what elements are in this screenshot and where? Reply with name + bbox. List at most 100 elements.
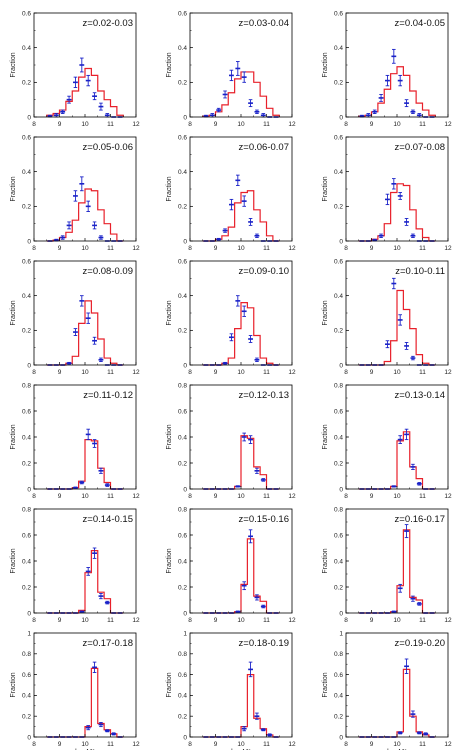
x-tick-label: 8	[32, 617, 36, 624]
x-tick-label: 11	[263, 245, 270, 252]
x-tick-label: 8	[188, 245, 192, 252]
y-tick-label: 0.4	[178, 434, 187, 441]
y-tick-label: 0.4	[334, 293, 343, 300]
panel-17: 00.20.40.60.8189101112Fractionlog M*z=0.…	[166, 630, 296, 750]
x-tick-label: 9	[370, 369, 374, 376]
panel-title: z=0.08-0.09	[83, 266, 133, 277]
x-tick-label: 11	[263, 121, 270, 128]
panel-8: 0 0.2 0.4 0.6 8 9 10 11 12 Fraction z=0.09-0.10	[166, 258, 296, 376]
y-tick-label: 0.8	[178, 651, 187, 658]
y-tick-label: 0.2	[178, 80, 187, 87]
x-tick-label: 11	[107, 369, 114, 376]
panel-title: z=0.13-0.14	[395, 390, 445, 401]
y-tick-label: 0.2	[22, 80, 31, 87]
y-tick-label: 0.8	[178, 506, 187, 513]
panel-12: 0 0.2 0.4 0.6 0.8 8 9 10 11 12 Fraction z=0.13-0.14	[322, 382, 452, 500]
y-tick-label: 0	[339, 114, 343, 121]
x-tick-label: 12	[132, 245, 140, 252]
x-tick-label: 10	[237, 369, 245, 376]
y-tick-label: 0.2	[178, 460, 187, 467]
y-tick-label: 0	[27, 610, 31, 617]
x-tick-label: 9	[58, 741, 62, 748]
x-tick-label: 9	[370, 493, 374, 500]
y-axis-label: Fraction	[322, 176, 329, 201]
y-axis-label: Fraction	[166, 52, 173, 77]
model-histogram	[202, 435, 280, 490]
x-tick-label: 9	[214, 617, 218, 624]
y-tick-label: 0.6	[22, 672, 31, 679]
x-tick-label: 11	[419, 245, 426, 252]
y-axis-label: Fraction	[322, 300, 329, 325]
x-tick-label: 12	[132, 617, 140, 624]
y-tick-label: 0	[339, 486, 343, 493]
model-histogram	[46, 300, 124, 366]
model-histogram	[358, 431, 436, 490]
panel-title: z=0.05-0.06	[83, 142, 133, 153]
x-tick-label: 12	[132, 121, 140, 128]
x-tick-label: 12	[444, 617, 452, 624]
y-axis-label: Fraction	[322, 52, 329, 77]
x-tick-label: 9	[58, 493, 62, 500]
x-tick-label: 9	[370, 121, 374, 128]
model-histogram	[358, 529, 436, 614]
y-tick-label: 0.6	[22, 10, 31, 17]
panel-4: 0 0.2 0.4 0.6 8 9 10 11 12 Fraction z=0.05-0.06	[10, 134, 140, 252]
y-tick-label: 0.6	[178, 672, 187, 679]
y-tick-label: 0.6	[178, 134, 187, 141]
panel-13: 0 0.2 0.4 0.6 0.8 8 9 10 11 12 Fraction z=0.14-0.15	[10, 506, 140, 624]
y-axis-label: Fraction	[10, 548, 17, 573]
y-tick-label: 0	[183, 486, 187, 493]
y-tick-label: 0.2	[334, 204, 343, 211]
panel-3: 0 0.2 0.4 0.6 8 9 10 11 12 Fraction z=0.04-0.05	[322, 10, 452, 128]
y-tick-label: 0.6	[334, 408, 343, 415]
panel-16: 00.20.40.60.8189101112Fractionlog M*z=0.…	[10, 630, 140, 750]
x-tick-label: 9	[58, 617, 62, 624]
panel-title: z=0.16-0.17	[395, 514, 445, 525]
y-tick-label: 0.4	[334, 169, 343, 176]
y-tick-label: 0	[183, 114, 187, 121]
y-axis-label: Fraction	[10, 424, 17, 449]
x-tick-label: 8	[188, 617, 192, 624]
x-tick-label: 9	[370, 245, 374, 252]
x-tick-label: 12	[288, 245, 296, 252]
y-tick-label: 0.2	[22, 460, 31, 467]
y-tick-label: 0.4	[22, 293, 31, 300]
x-tick-label: 10	[81, 121, 89, 128]
y-axis-label: Fraction	[322, 672, 329, 697]
x-tick-label: 10	[237, 245, 245, 252]
y-tick-label: 0.4	[334, 45, 343, 52]
y-tick-label: 0.8	[22, 506, 31, 513]
y-tick-label: 0.6	[22, 258, 31, 265]
x-tick-label: 9	[214, 245, 218, 252]
y-tick-label: 0.4	[22, 558, 31, 565]
model-histogram	[202, 71, 280, 117]
y-tick-label: 0.8	[178, 382, 187, 389]
y-tick-label: 0.2	[22, 584, 31, 591]
x-tick-label: 10	[81, 493, 89, 500]
y-axis-label: Fraction	[322, 424, 329, 449]
panel-10: 0 0.2 0.4 0.6 0.8 8 9 10 11 12 Fraction z=0.11-0.12	[10, 382, 140, 500]
x-tick-label: 12	[288, 617, 296, 624]
x-tick-label: 11	[263, 369, 270, 376]
panel-title: z=0.02-0.03	[83, 18, 133, 29]
y-tick-label: 0.2	[178, 204, 187, 211]
y-tick-label: 0.6	[22, 532, 31, 539]
x-tick-label: 8	[344, 369, 348, 376]
panel-1: 0 0.2 0.4 0.6 8 9 10 11 12 Fraction z=0.02-0.03	[10, 10, 140, 128]
y-tick-label: 0.8	[22, 651, 31, 658]
y-tick-label: 0.4	[178, 693, 187, 700]
y-tick-label: 0	[183, 734, 187, 741]
y-tick-label: 0.8	[334, 651, 343, 658]
y-tick-label: 0.2	[334, 80, 343, 87]
x-tick-label: 12	[288, 741, 296, 748]
x-tick-label: 8	[188, 121, 192, 128]
panel-title: z=0.04-0.05	[395, 18, 445, 29]
y-tick-label: 0.4	[334, 558, 343, 565]
x-tick-label: 11	[107, 121, 114, 128]
x-tick-label: 9	[214, 369, 218, 376]
model-histogram	[46, 550, 124, 614]
x-tick-label: 10	[81, 369, 89, 376]
panel-title: z=0.15-0.16	[239, 514, 289, 525]
x-tick-label: 10	[237, 121, 245, 128]
